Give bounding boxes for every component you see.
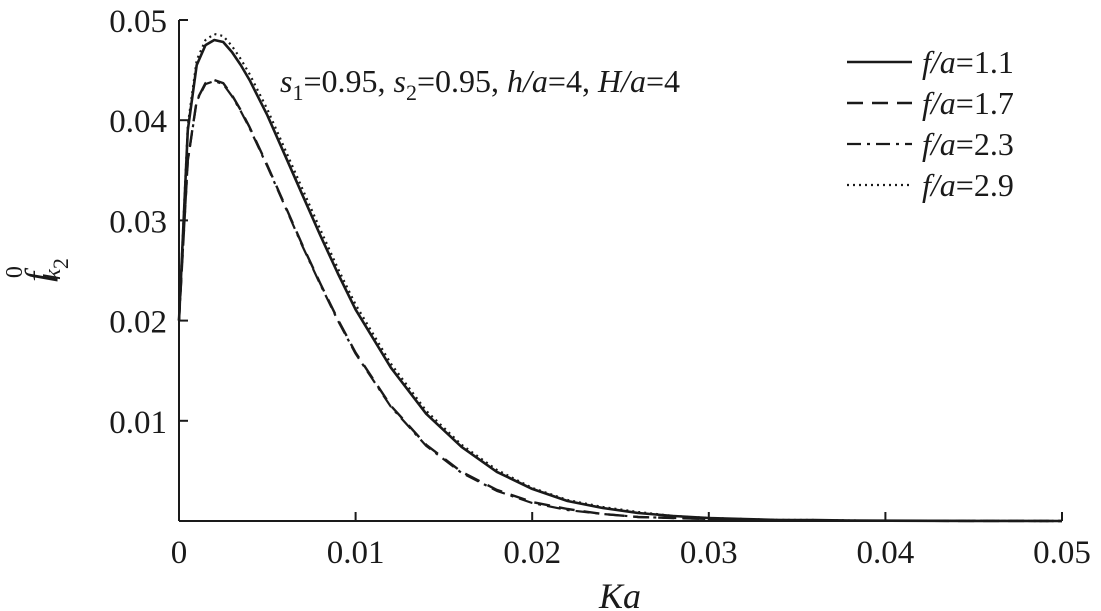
y-label-sup: 0 (2, 266, 28, 278)
y-label-sub: k (40, 269, 66, 280)
y-axis-label: fk20 (2, 258, 73, 282)
x-tick-label: 0.04 (857, 535, 915, 571)
y-tick-label: 0.03 (109, 204, 167, 240)
y-tick-label: 0.05 (109, 4, 167, 40)
series-line-3 (177, 80, 1063, 523)
parameters-annotation: s1=0.95, s2=0.95, h/a=4, H/a=4 (280, 63, 680, 105)
y-tick-label: 0.04 (109, 104, 167, 140)
x-tick-label: 0.05 (1033, 535, 1091, 571)
legend-label-3: f/a=2.3 (922, 126, 1014, 162)
axes (178, 20, 1062, 522)
x-tick-label: 0.01 (327, 535, 385, 571)
x-tick-label: 0.02 (503, 535, 561, 571)
svg-text:fk20: fk20 (2, 258, 73, 282)
x-ticks: 0 0.01 0.02 0.03 0.04 0.05 (171, 512, 1091, 571)
x-tick-label: 0 (171, 535, 188, 571)
legend-label-2: f/a=1.7 (922, 85, 1014, 121)
y-tick-label: 0.01 (109, 405, 167, 441)
legend-label-1: f/a=1.1 (922, 44, 1014, 80)
legend-label-4: f/a=2.9 (922, 167, 1014, 203)
y-label-subsub: 2 (48, 258, 73, 269)
x-tick-label: 0.03 (680, 535, 738, 571)
y-ticks: 0.01 0.02 0.03 0.04 0.05 (109, 4, 188, 441)
y-tick-label: 0.02 (109, 305, 167, 341)
legend: f/a=1.1 f/a=1.7 f/a=2.3 f/a=2.9 (847, 44, 1014, 203)
x-axis-label: Ka (598, 576, 641, 611)
